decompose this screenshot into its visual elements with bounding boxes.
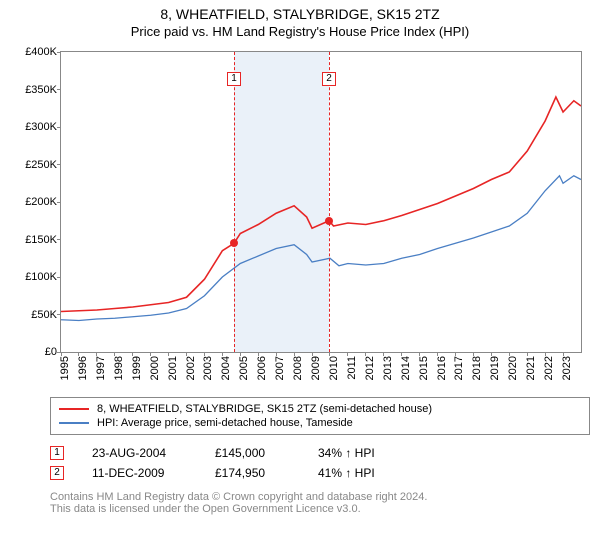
x-tick-label: 2021 [525,356,537,380]
sale-hpi: 41% ↑ HPI [318,466,375,480]
plot: 12£0£50K£100K£150K£200K£250K£300K£350K£4… [60,51,582,353]
x-tick-label: 1995 [59,356,71,380]
y-tick-label: £300K [25,121,61,133]
y-tick-label: £150K [25,234,61,246]
x-tick-label: 2003 [202,356,214,380]
legend-item: 8, WHEATFIELD, STALYBRIDGE, SK15 2TZ (se… [59,402,581,416]
footer-line: Contains HM Land Registry data © Crown c… [50,491,590,503]
sale-price: £174,950 [215,466,290,480]
legend-label: HPI: Average price, semi-detached house,… [97,417,353,429]
sale-row: 1 23-AUG-2004 £145,000 34% ↑ HPI [50,443,590,463]
x-tick-label: 2008 [292,356,304,380]
sale-row: 2 11-DEC-2009 £174,950 41% ↑ HPI [50,463,590,483]
y-tick-label: £250K [25,159,61,171]
x-tick-label: 2009 [310,356,322,380]
x-tick-label: 2002 [185,356,197,380]
x-tick-label: 2006 [256,356,268,380]
sale-point [230,239,238,247]
sale-index-box: 1 [50,446,64,460]
x-tick-label: 2011 [346,356,358,380]
legend-swatch [59,422,89,424]
legend-swatch [59,408,89,410]
chart-svg [61,52,581,352]
series-hpi [61,176,581,321]
chart-area: 12£0£50K£100K£150K£200K£250K£300K£350K£4… [10,43,590,393]
sale-hpi: 34% ↑ HPI [318,446,375,460]
sale-date: 11-DEC-2009 [92,466,187,480]
chart-marker-box: 2 [322,72,336,86]
x-tick-label: 2005 [238,356,250,380]
x-tick-label: 2022 [543,356,555,380]
x-tick-label: 2001 [167,356,179,380]
x-tick-label: 1999 [131,356,143,380]
sale-point [325,217,333,225]
x-tick-label: 2020 [507,356,519,380]
series-price [61,97,581,312]
title-subtitle: Price paid vs. HM Land Registry's House … [0,24,600,39]
footer-line: This data is licensed under the Open Gov… [50,503,590,515]
x-tick-label: 2019 [489,356,501,380]
x-tick-label: 2017 [453,356,465,380]
y-tick-label: £350K [25,84,61,96]
x-tick-label: 2018 [471,356,483,380]
chart-marker-box: 1 [227,72,241,86]
sale-price: £145,000 [215,446,290,460]
x-tick-label: 2016 [436,356,448,380]
x-tick-label: 1996 [77,356,89,380]
y-tick-label: £200K [25,196,61,208]
x-tick-label: 2015 [418,356,430,380]
sale-index-box: 2 [50,466,64,480]
title-block: 8, WHEATFIELD, STALYBRIDGE, SK15 2TZ Pri… [0,0,600,43]
x-tick-label: 2010 [328,356,340,380]
x-tick-label: 2004 [220,356,232,380]
x-tick-label: 2023 [561,356,573,380]
sale-rows: 1 23-AUG-2004 £145,000 34% ↑ HPI 2 11-DE… [50,443,590,483]
legend: 8, WHEATFIELD, STALYBRIDGE, SK15 2TZ (se… [50,397,590,435]
x-tick-label: 2013 [382,356,394,380]
x-tick-label: 2014 [400,356,412,380]
title-address: 8, WHEATFIELD, STALYBRIDGE, SK15 2TZ [0,6,600,22]
x-tick-label: 1998 [113,356,125,380]
y-tick-label: £400K [25,46,61,58]
x-tick-label: 1997 [95,356,107,380]
footer: Contains HM Land Registry data © Crown c… [50,491,590,515]
y-tick-label: £100K [25,271,61,283]
legend-label: 8, WHEATFIELD, STALYBRIDGE, SK15 2TZ (se… [97,403,432,415]
x-tick-label: 2007 [274,356,286,380]
legend-item: HPI: Average price, semi-detached house,… [59,416,581,430]
x-tick-label: 2000 [149,356,161,380]
x-tick-label: 2012 [364,356,376,380]
sale-date: 23-AUG-2004 [92,446,187,460]
page: 8, WHEATFIELD, STALYBRIDGE, SK15 2TZ Pri… [0,0,600,560]
